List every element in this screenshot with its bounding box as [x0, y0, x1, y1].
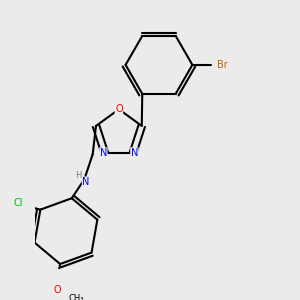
Text: N: N: [100, 148, 107, 158]
Text: Br: Br: [217, 60, 227, 70]
Text: O: O: [53, 285, 61, 295]
Text: H: H: [75, 171, 82, 180]
Text: CH₃: CH₃: [68, 294, 84, 300]
Text: Cl: Cl: [13, 198, 23, 208]
Text: N: N: [82, 177, 90, 187]
Text: N: N: [131, 148, 138, 158]
Text: O: O: [115, 103, 123, 114]
